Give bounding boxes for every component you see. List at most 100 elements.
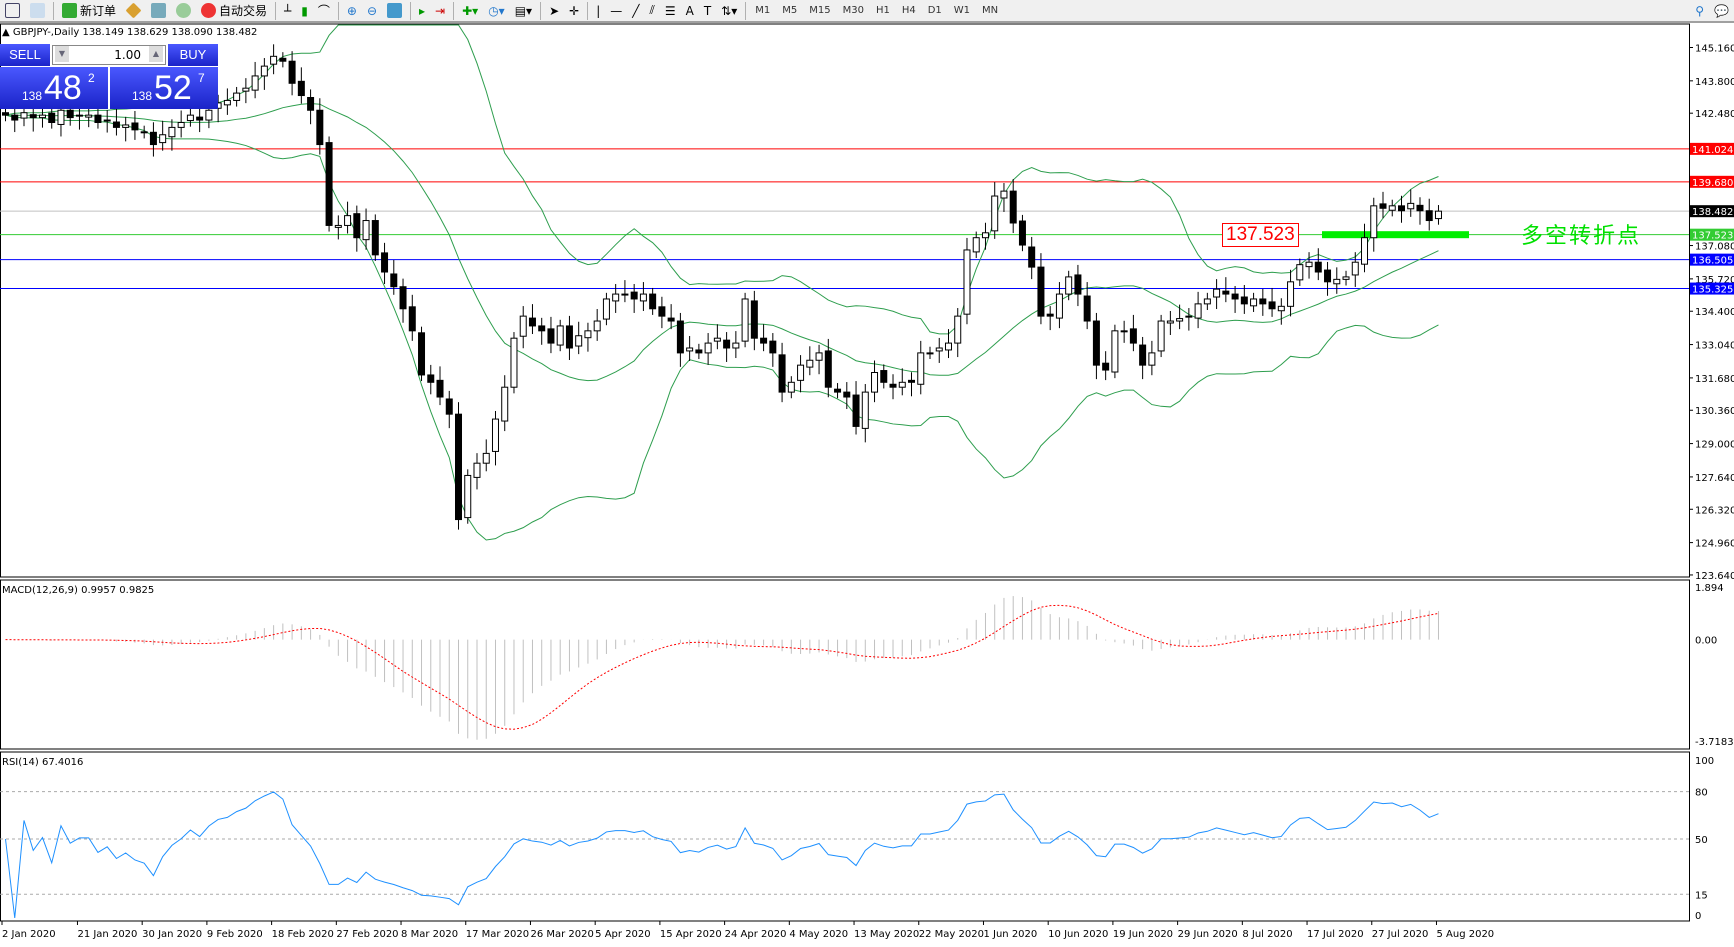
- cursor-button[interactable]: ➤: [544, 1, 564, 21]
- chart-area[interactable]: ▲ GBPJPY-,Daily 138.149 138.629 138.090 …: [0, 23, 1734, 947]
- timeframe-m30[interactable]: M30: [842, 5, 864, 16]
- crosshair-button[interactable]: ✛: [564, 1, 584, 21]
- candle: [649, 293, 657, 310]
- horizontal-line-button[interactable]: —: [605, 1, 627, 21]
- candle: [704, 342, 712, 354]
- candle: [1416, 204, 1424, 212]
- new-order-icon: [62, 3, 77, 18]
- candle: [177, 122, 185, 128]
- chat-button[interactable]: 💬: [1709, 1, 1734, 21]
- candle: [316, 109, 324, 146]
- text-button[interactable]: A: [681, 1, 699, 21]
- candle: [445, 398, 453, 415]
- arrows-icon: ⇅▾: [721, 3, 738, 18]
- candle: [963, 249, 971, 315]
- timeframe-d1[interactable]: D1: [927, 5, 942, 16]
- terminal-button[interactable]: [146, 1, 171, 21]
- candle: [834, 388, 842, 393]
- candle: [223, 99, 231, 106]
- indicators-button[interactable]: ✚▾: [457, 1, 483, 21]
- candle: [556, 325, 564, 346]
- new-chart-button[interactable]: [0, 1, 25, 21]
- trendline-icon: ╱: [632, 3, 640, 18]
- price-label-139.680: 139.680: [1692, 178, 1733, 189]
- vertical-line-button[interactable]: |: [591, 1, 605, 21]
- ask-price[interactable]: 138 52 7: [110, 67, 218, 109]
- candle: [501, 386, 509, 422]
- magnifier-document-icon: [30, 3, 45, 18]
- candle: [288, 60, 296, 84]
- periods-button[interactable]: ◷▾: [483, 1, 510, 21]
- candle: [510, 337, 518, 388]
- search-button[interactable]: ⚲: [1690, 1, 1709, 21]
- zoom-out-icon: ⊖: [366, 3, 378, 18]
- timeframe-m15[interactable]: M15: [809, 5, 831, 16]
- signals-button[interactable]: [171, 1, 196, 21]
- timeframe-w1[interactable]: W1: [953, 5, 971, 16]
- new-order-button[interactable]: 新订单: [57, 1, 121, 21]
- bid-price[interactable]: 138 48 2: [0, 67, 108, 109]
- candle: [1240, 296, 1248, 305]
- price-label-bg: [1690, 253, 1734, 266]
- candle: [408, 306, 416, 332]
- candle: [464, 474, 472, 519]
- auto-scroll-button[interactable]: ▸: [414, 1, 430, 21]
- timeframe-h1[interactable]: H1: [875, 5, 890, 16]
- lot-increase-button[interactable]: ▲: [149, 46, 163, 62]
- candle: [1000, 190, 1008, 199]
- line-chart-icon: ⌒: [317, 4, 330, 18]
- candle: [353, 213, 361, 239]
- line-chart-button[interactable]: ⌒: [313, 1, 335, 21]
- candle: [1287, 281, 1295, 307]
- candle-chart-button[interactable]: ▮: [296, 1, 313, 21]
- timeframe-mn[interactable]: MN: [982, 5, 999, 16]
- profiles-button[interactable]: [25, 1, 50, 21]
- price-label-141.024: 141.024: [1692, 145, 1733, 156]
- trendline-button[interactable]: ╱: [627, 1, 644, 21]
- zoom-out-button[interactable]: ⊖: [362, 1, 382, 21]
- lot-decrease-button[interactable]: ▼: [55, 46, 69, 62]
- candle: [1074, 274, 1082, 295]
- candle: [769, 340, 777, 354]
- date-label: 15 Apr 2020: [660, 929, 722, 940]
- price-label-136.505: 136.505: [1692, 256, 1733, 267]
- candle: [621, 293, 629, 296]
- separator: [453, 1, 455, 20]
- candle: [1055, 293, 1063, 319]
- bid-pips: 48: [44, 69, 82, 107]
- candle: [427, 374, 435, 383]
- candle: [20, 112, 28, 119]
- candle: [1277, 305, 1285, 312]
- candle: [371, 220, 379, 256]
- candle: [297, 80, 305, 97]
- price-tick-label: 142.480: [1695, 109, 1734, 120]
- candle: [861, 391, 869, 429]
- chart-shift-button[interactable]: ⇥: [430, 1, 450, 21]
- candle: [1305, 261, 1313, 268]
- timeframe-m5[interactable]: M5: [782, 5, 798, 16]
- candle: [1065, 276, 1073, 295]
- auto-trading-button[interactable]: 自动交易: [196, 1, 272, 21]
- equidistant-channel-button[interactable]: ⫽: [644, 1, 659, 21]
- templates-button[interactable]: ▤▾: [510, 1, 537, 21]
- candle: [723, 339, 731, 349]
- buy-button[interactable]: BUY: [168, 44, 218, 66]
- bar-chart-button[interactable]: ┴: [279, 1, 296, 21]
- fibonacci-button[interactable]: ☰: [660, 1, 681, 21]
- timeframe-m1[interactable]: M1: [755, 5, 771, 16]
- candle: [29, 114, 37, 119]
- candle: [66, 109, 74, 119]
- timeframe-bar: M1 M5 M15 M30 H1 H4 D1 W1 MN: [749, 5, 1004, 16]
- timeframe-h4[interactable]: H4: [901, 5, 916, 16]
- sell-button[interactable]: SELL: [0, 44, 50, 66]
- candle: [565, 325, 573, 349]
- zoom-in-button[interactable]: ⊕: [342, 1, 362, 21]
- text-label-button[interactable]: T: [699, 1, 716, 21]
- lot-size-input[interactable]: 1.00: [52, 45, 166, 65]
- candle: [787, 381, 795, 393]
- tile-windows-button[interactable]: [382, 1, 407, 21]
- date-label: 5 Aug 2020: [1436, 929, 1494, 940]
- ask-fraction: 7: [198, 71, 205, 85]
- navigator-button[interactable]: [121, 1, 146, 21]
- arrows-button[interactable]: ⇅▾: [716, 1, 742, 21]
